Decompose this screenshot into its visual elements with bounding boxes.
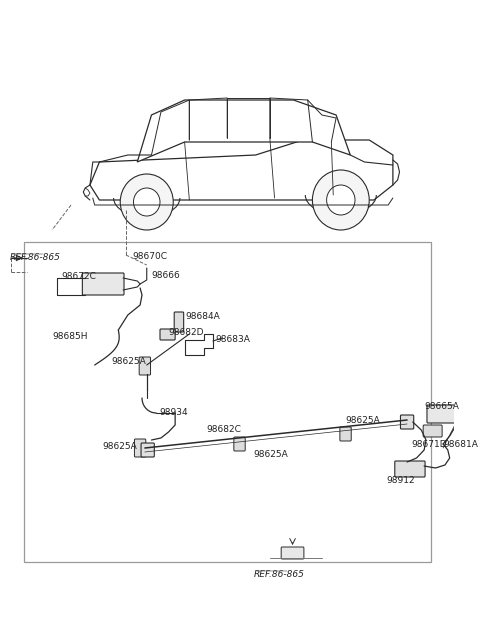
FancyBboxPatch shape — [141, 443, 154, 457]
Text: 98912: 98912 — [386, 476, 415, 485]
Text: REF.86-865: REF.86-865 — [254, 570, 305, 579]
Text: 98670C: 98670C — [132, 252, 168, 261]
FancyBboxPatch shape — [427, 405, 465, 423]
Polygon shape — [24, 242, 431, 562]
FancyBboxPatch shape — [395, 461, 425, 477]
Text: 98683A: 98683A — [216, 335, 251, 344]
Text: 98685H: 98685H — [52, 332, 87, 341]
FancyBboxPatch shape — [400, 415, 414, 429]
FancyBboxPatch shape — [134, 439, 146, 457]
Text: 98625A: 98625A — [254, 450, 288, 459]
Polygon shape — [90, 140, 393, 200]
Text: 98672C: 98672C — [61, 272, 96, 281]
FancyBboxPatch shape — [174, 312, 184, 332]
Text: 98684A: 98684A — [186, 312, 220, 321]
Text: 98671D: 98671D — [412, 440, 447, 449]
FancyBboxPatch shape — [83, 273, 124, 295]
Text: 98682C: 98682C — [206, 425, 241, 434]
FancyBboxPatch shape — [234, 437, 245, 451]
Text: 98625A: 98625A — [112, 357, 146, 366]
Circle shape — [133, 188, 160, 216]
Text: 98681A: 98681A — [443, 440, 478, 449]
Text: REF.86-865: REF.86-865 — [10, 253, 60, 262]
Text: 98934: 98934 — [159, 408, 188, 417]
FancyBboxPatch shape — [423, 425, 442, 437]
FancyBboxPatch shape — [139, 357, 151, 375]
Circle shape — [312, 170, 369, 230]
Circle shape — [120, 174, 173, 230]
Text: 98625A: 98625A — [346, 416, 380, 425]
FancyBboxPatch shape — [160, 329, 175, 340]
Circle shape — [326, 185, 355, 215]
Text: 98665A: 98665A — [424, 402, 459, 411]
Polygon shape — [137, 100, 350, 162]
FancyBboxPatch shape — [340, 427, 351, 441]
FancyBboxPatch shape — [281, 547, 304, 559]
Text: 98666: 98666 — [152, 271, 180, 280]
Text: 98625A: 98625A — [102, 442, 137, 451]
Text: 98682D: 98682D — [168, 328, 204, 337]
